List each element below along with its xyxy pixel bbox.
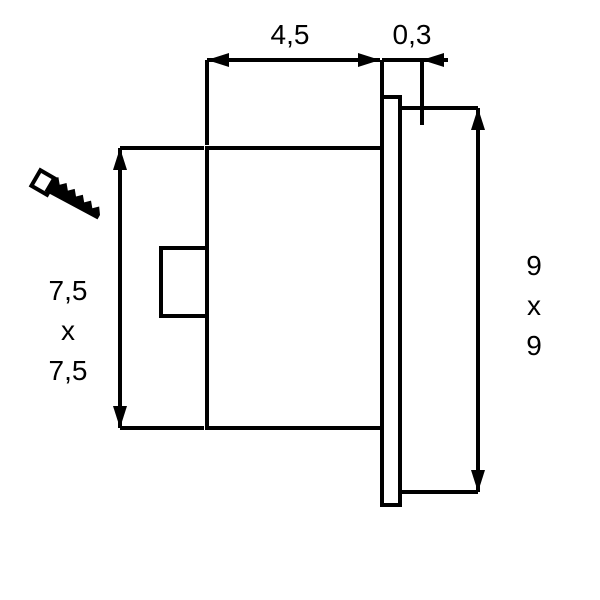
dim-cutout-x: x bbox=[61, 315, 75, 346]
cutout-saw-icon bbox=[31, 168, 106, 223]
technical-drawing: 4,5 0,3 7,5 x 7,5 9 x 9 bbox=[0, 0, 600, 600]
dim-face-h: 9 bbox=[526, 330, 542, 361]
dim-cutout-w: 7,5 bbox=[49, 275, 88, 306]
product-outline bbox=[161, 97, 400, 505]
dim-face-x: x bbox=[527, 290, 541, 321]
dim-cutout-h: 7,5 bbox=[49, 355, 88, 386]
dim-depth: 4,5 bbox=[271, 19, 310, 50]
dim-face-w: 9 bbox=[526, 250, 542, 281]
dim-flange-thickness: 0,3 bbox=[393, 19, 432, 50]
